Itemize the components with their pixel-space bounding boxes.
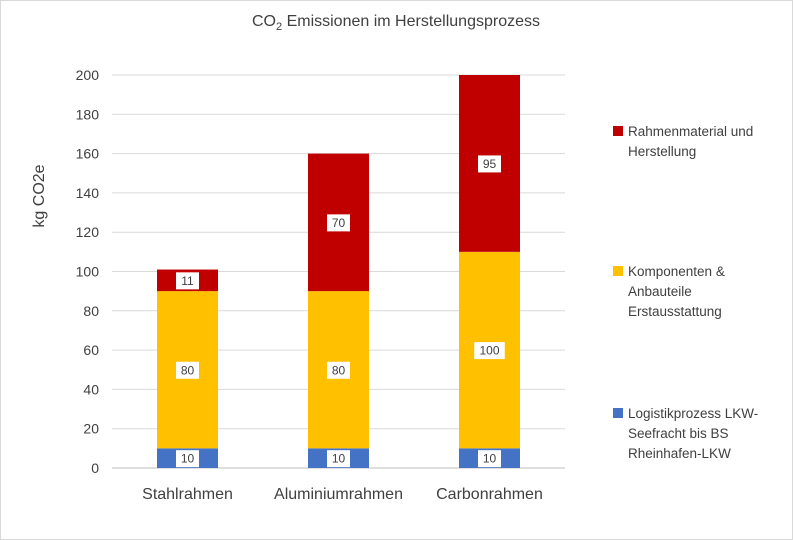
y-tick-label: 120 [76, 224, 100, 240]
chart-title: CO2 Emissionen im Herstellungsprozess [252, 13, 540, 33]
data-label: 80 [332, 363, 346, 377]
legend-label: Herstellung [628, 144, 696, 159]
data-label-box [478, 155, 501, 173]
data-label-box [176, 361, 199, 379]
chart-title-prefix: CO [252, 13, 276, 30]
x-category-label: Stahlrahmen [142, 486, 233, 503]
data-label: 100 [479, 344, 499, 358]
y-tick-label: 80 [83, 303, 99, 319]
legend-swatch [613, 266, 623, 276]
y-tick-label: 140 [76, 185, 100, 201]
legend-swatch [613, 408, 623, 418]
data-label: 10 [181, 452, 195, 466]
data-label-box [327, 450, 350, 468]
x-category-label: Aluminiumrahmen [274, 486, 403, 503]
data-label: 80 [181, 363, 195, 377]
chart-title-subscript: 2 [276, 21, 282, 33]
data-label: 11 [181, 274, 194, 288]
y-tick-label: 200 [76, 67, 100, 83]
y-tick-label: 160 [76, 146, 100, 162]
chart-title-suffix: Emissionen im Herstellungsprozess [282, 13, 540, 30]
y-tick-label: 180 [76, 106, 100, 122]
data-label-box [327, 214, 350, 232]
data-label-box [176, 450, 199, 468]
legend-label: Seefracht bis BS [628, 426, 729, 441]
data-label: 95 [483, 157, 497, 171]
y-axis-title: kg CO2e [31, 164, 48, 227]
legend-label: Rheinhafen-LKW [628, 446, 731, 461]
data-label-box [478, 450, 501, 468]
y-tick-label: 0 [91, 460, 99, 476]
legend-label: Komponenten & [628, 264, 725, 279]
data-label: 10 [483, 452, 497, 466]
legend: Rahmenmaterial und Herstellung Komponenten… [613, 124, 758, 461]
data-label: 10 [332, 452, 346, 466]
legend-label: Anbauteile [628, 284, 692, 299]
y-tick-label: 20 [83, 421, 99, 437]
legend-swatch [613, 126, 623, 136]
y-tick-label: 60 [83, 342, 99, 358]
y-tick-label: 40 [83, 381, 99, 397]
data-label-box [176, 272, 199, 290]
y-axis-ticks: 0 20 40 60 80 100 120 140 160 180 200 [76, 67, 100, 476]
x-axis-categories: Stahlrahmen Aluminiumrahmen Carbonrahmen [142, 486, 543, 503]
data-label: 70 [332, 216, 346, 230]
legend-label: Erstausstattung [628, 304, 722, 319]
legend-label: Logistikprozess LKW- [628, 406, 758, 421]
data-label-box [327, 361, 350, 379]
x-category-label: Carbonrahmen [436, 486, 543, 503]
data-label-box [474, 342, 505, 360]
y-tick-label: 100 [76, 264, 100, 280]
data-labels: 10 80 11 10 80 70 10 100 95 [176, 155, 505, 468]
legend-label: Rahmenmaterial und [628, 124, 753, 139]
